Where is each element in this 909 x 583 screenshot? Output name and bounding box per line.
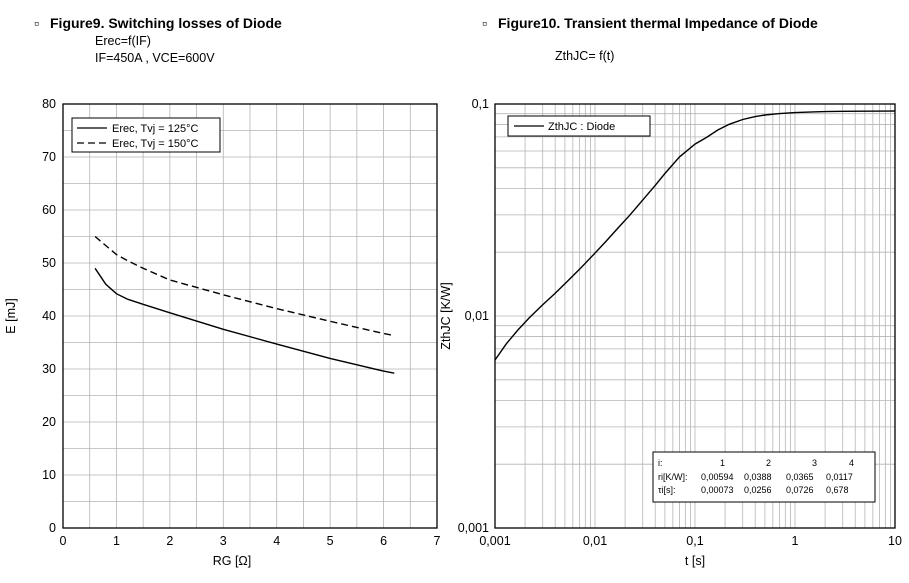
chart1-y-tick-label: 70	[42, 150, 56, 164]
chart2-params-table: i: 1 2 3 4 ri[K/W]: 0,00594 0,0388 0,036…	[652, 451, 876, 503]
params-header-4: 4	[849, 458, 854, 468]
chart1-subtitle-1: Erec=f(IF)	[95, 34, 151, 48]
chart1-y-tick-label: 80	[42, 97, 56, 111]
params-tau-label: τi[s]:	[658, 485, 676, 495]
chart1-x-tick-label: 2	[166, 534, 173, 548]
chart1-legend-box	[71, 117, 221, 153]
chart1-y-tick-label: 10	[42, 468, 56, 482]
chart2-ticks: 0,001 0,01 0,1 1 10 0,001 0,01 0,1	[458, 97, 902, 548]
chart1-y-tick-label: 60	[42, 203, 56, 217]
params-r-4: 0,0117	[826, 472, 853, 482]
chart1-x-tick-label: 1	[113, 534, 120, 548]
chart1-x-tick-label: 4	[273, 534, 280, 548]
chart1-y-tick-label: 40	[42, 309, 56, 323]
chart1-title: Figure9. Switching losses of Diode	[50, 15, 282, 31]
chart1-legend: Erec, Tvj = 125°C Erec, Tvj = 150°C	[71, 117, 221, 153]
chart1-x-tick-label: 7	[434, 534, 441, 548]
chart1-title-marker: ▫	[34, 15, 39, 31]
chart1-series-150C-line	[94, 235, 395, 337]
params-r-label: ri[K/W]:	[658, 472, 688, 482]
chart2-y-tick-label: 0,1	[472, 97, 489, 111]
params-header-2: 2	[766, 458, 771, 468]
params-tau-4: 0,678	[826, 485, 849, 495]
params-tau-3: 0,0726	[786, 485, 814, 495]
chart1-y-tick-label: 50	[42, 256, 56, 270]
chart1-series	[94, 235, 395, 374]
params-r-1: 0,00594	[701, 472, 734, 482]
chart2-x-tick-label: 0,1	[686, 534, 703, 548]
params-header-label: i:	[658, 458, 663, 468]
chart1-x-tick-label: 3	[220, 534, 227, 548]
chart2-y-axis-label: ZthJC [K/W]	[439, 282, 453, 349]
params-header-1: 1	[720, 458, 725, 468]
chart2-legend-label: ZthJC : Diode	[548, 121, 615, 133]
chart2-title-marker: ▫	[482, 15, 487, 31]
chart2-x-tick-label: 1	[792, 534, 799, 548]
chart2-series	[494, 110, 896, 361]
params-r-3: 0,0365	[786, 472, 814, 482]
chart1-x-tick-label: 6	[380, 534, 387, 548]
params-r-2: 0,0388	[744, 472, 772, 482]
params-tau-1: 0,00073	[701, 485, 734, 495]
chart1-series-125C-line	[94, 267, 395, 374]
chart2-subtitle: ZthJC= f(t)	[555, 49, 614, 63]
chart2-x-tick-label: 0,01	[583, 534, 607, 548]
chart1-legend-label-150: Erec, Tvj = 150°C	[112, 138, 198, 150]
chart1-y-axis-label: E [mJ]	[4, 298, 18, 333]
chart2-x-tick-label: 10	[888, 534, 902, 548]
params-table-box	[652, 451, 876, 503]
chart1-plot-frame	[62, 103, 438, 529]
chart2-legend-box	[507, 115, 651, 137]
chart1-legend-label-125: Erec, Tvj = 125°C	[112, 123, 198, 135]
chart1-y-tick-label: 0	[49, 521, 56, 535]
chart2-zth-curve	[494, 110, 896, 361]
chart2-title: Figure10. Transient thermal Impedance of…	[498, 15, 818, 31]
params-header-3: 3	[812, 458, 817, 468]
chart1-x-axis-label: RG [Ω]	[213, 554, 252, 568]
chart2-y-tick-label: 0,01	[465, 309, 489, 323]
chart2-x-axis-label: t [s]	[685, 554, 705, 568]
params-tau-2: 0,0256	[744, 485, 772, 495]
chart1-subtitle-2: IF=450A , VCE=600V	[95, 51, 215, 65]
chart1-grid	[63, 104, 437, 528]
chart2-y-tick-label: 0,001	[458, 521, 489, 535]
chart1-y-tick-label: 20	[42, 415, 56, 429]
chart1-y-tick-label: 30	[42, 362, 56, 376]
chart1-x-tick-label: 5	[327, 534, 334, 548]
chart2-x-tick-label: 0,001	[479, 534, 510, 548]
chart2-plot-frame	[494, 103, 896, 529]
chart2-legend: ZthJC : Diode	[507, 115, 651, 137]
chart1-x-tick-label: 0	[60, 534, 67, 548]
